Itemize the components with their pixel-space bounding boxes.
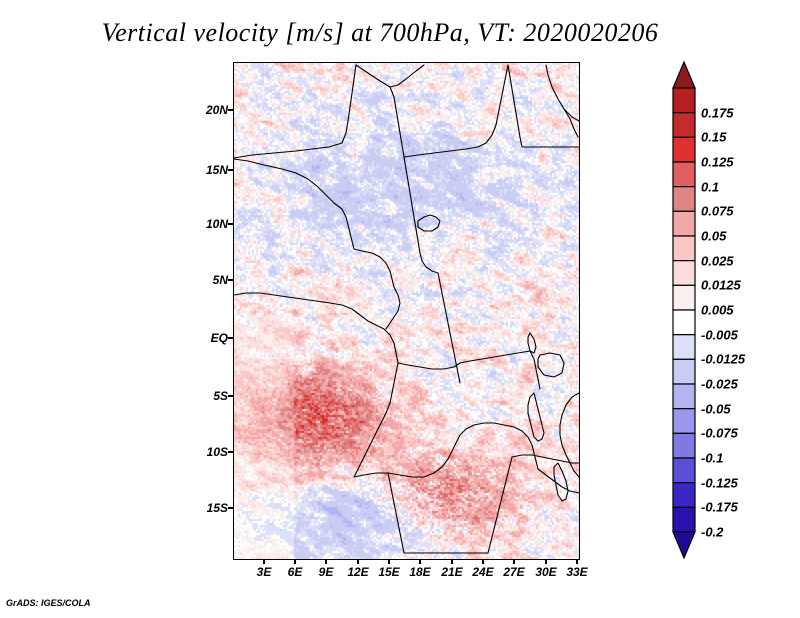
- colorbar-band: [672, 112, 696, 138]
- x-axis-label-33e: 33E: [566, 565, 588, 579]
- y-axis-label-5s: 5S: [213, 389, 228, 403]
- colorbar-tick-label: 0.025: [701, 253, 734, 269]
- x-axis-label-21e: 21E: [441, 565, 463, 579]
- colorbar-tick-label: -0.1: [701, 450, 724, 466]
- colorbar-tick-label: 0.05: [701, 228, 727, 244]
- colorbar-swatches: [672, 60, 696, 560]
- colorbar-tick-label: 0.15: [701, 129, 727, 145]
- y-axis-tick-eq: [228, 337, 233, 339]
- colorbar-tick-label: 0.1: [701, 179, 720, 195]
- y-axis-label-20n: 20N: [205, 103, 228, 117]
- country-borders-overlay: [234, 64, 579, 554]
- y-axis-label-15n: 15N: [205, 163, 228, 177]
- colorbar-band: [672, 334, 696, 360]
- colorbar-band: [672, 482, 696, 508]
- x-axis-label-24e: 24E: [472, 565, 494, 579]
- y-axis-label-5n: 5N: [212, 273, 228, 287]
- colorbar-band: [672, 383, 696, 410]
- colorbar-band: [672, 87, 696, 114]
- y-axis-label-15s: 15S: [206, 501, 228, 515]
- y-axis-tick-10s: [228, 451, 233, 453]
- colorbar-band: [672, 235, 696, 262]
- colorbar-tick-label: 0.125: [701, 154, 734, 170]
- y-axis-tick-5n: [228, 279, 233, 281]
- x-axis-label-15e: 15E: [378, 565, 400, 579]
- x-axis-tick-12e: [357, 559, 359, 564]
- x-axis-label-9e: 9E: [318, 565, 334, 579]
- colorbar-band: [672, 309, 696, 336]
- footer-credit: GrADS: IGES/COLA: [6, 598, 91, 608]
- colorbar-band: [672, 210, 696, 237]
- colorbar-band: [672, 260, 696, 286]
- x-axis-tick-9e: [325, 559, 327, 564]
- x-axis-label-6e: 6E: [287, 565, 303, 579]
- colorbar-tick-label: 0.005: [701, 302, 734, 318]
- y-axis-label-10s: 10S: [206, 445, 228, 459]
- colorbar-tick-label: -0.05: [701, 401, 731, 417]
- colorbar-tick-label: 0.175: [701, 105, 734, 121]
- colorbar-band: [672, 506, 696, 533]
- colorbar-tick-label: 0.075: [701, 203, 734, 219]
- colorbar: [672, 60, 696, 560]
- y-axis-label-10n: 10N: [205, 217, 228, 231]
- y-axis-tick-15s: [228, 507, 233, 509]
- colorbar-band: [672, 186, 696, 212]
- x-axis-tick-24e: [482, 559, 484, 564]
- y-axis-tick-10n: [228, 223, 233, 225]
- colorbar-tick-label: -0.125: [701, 475, 738, 491]
- colorbar-band: [672, 358, 696, 385]
- x-axis-tick-27e: [513, 559, 515, 564]
- y-axis-tick-5s: [228, 395, 233, 397]
- map-plot-area: [233, 62, 580, 560]
- colorbar-tick-label: -0.175: [701, 499, 738, 515]
- x-axis-label-27e: 27E: [503, 565, 525, 579]
- y-axis-label-eq: EQ: [210, 331, 228, 345]
- colorbar-arrow-bottom: [672, 531, 696, 560]
- x-axis-tick-30e: [545, 559, 547, 564]
- colorbar-arrow-top: [672, 60, 696, 89]
- colorbar-tick-label: -0.075: [701, 425, 738, 441]
- colorbar-tick-label: -0.0125: [701, 351, 746, 367]
- x-axis-tick-21e: [451, 559, 453, 564]
- colorbar-band: [672, 408, 696, 434]
- colorbar-band: [672, 284, 696, 311]
- colorbar-band: [672, 432, 696, 459]
- colorbar-band: [672, 161, 696, 188]
- page-title: Vertical velocity [m/s] at 700hPa, VT: 2…: [101, 18, 659, 47]
- x-axis-tick-15e: [388, 559, 390, 564]
- x-axis-tick-33e: [576, 559, 578, 564]
- x-axis-tick-6e: [294, 559, 296, 564]
- colorbar-tick-label: 0.0125: [701, 277, 741, 293]
- x-axis-label-12e: 12E: [347, 565, 369, 579]
- colorbar-tick-label: -0.005: [701, 327, 738, 343]
- y-axis-tick-20n: [228, 109, 233, 111]
- colorbar-band: [672, 136, 696, 163]
- x-axis-label-18e: 18E: [409, 565, 431, 579]
- x-axis-tick-18e: [419, 559, 421, 564]
- y-axis-tick-15n: [228, 169, 233, 171]
- colorbar-band: [672, 457, 696, 484]
- colorbar-tick-label: -0.2: [701, 524, 724, 540]
- x-axis-label-3e: 3E: [256, 565, 272, 579]
- x-axis-label-30e: 30E: [535, 565, 557, 579]
- colorbar-tick-label: -0.025: [701, 376, 738, 392]
- x-axis-tick-3e: [263, 559, 265, 564]
